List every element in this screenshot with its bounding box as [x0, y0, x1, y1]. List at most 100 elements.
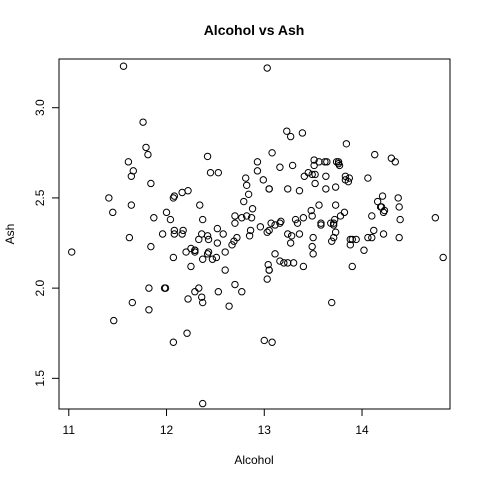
scatter-point	[308, 242, 316, 251]
scatter-point	[240, 197, 248, 206]
x-axis: 11 12 13 14	[63, 408, 369, 437]
scatter-point	[198, 215, 207, 224]
scatter-point	[169, 338, 178, 346]
scatter-point	[271, 221, 279, 229]
scatter-point	[315, 158, 323, 166]
scatter-point	[203, 152, 212, 161]
scatter-point	[170, 192, 179, 200]
scatter-point	[198, 255, 207, 263]
scatter-point	[317, 219, 325, 227]
scatter-point	[162, 208, 171, 217]
scatter-point	[291, 215, 300, 224]
scatter-point	[253, 158, 262, 166]
scatter-point	[371, 150, 379, 159]
scatter-point	[342, 140, 351, 148]
scatter-point	[231, 280, 239, 289]
scatter-point	[238, 214, 246, 222]
scatter-point	[277, 217, 285, 226]
scatter-point	[213, 239, 222, 247]
scatter-point	[242, 181, 251, 189]
scatter-point	[380, 206, 389, 215]
scatter-point	[195, 284, 203, 292]
scatter-point	[179, 226, 187, 235]
scatter-point	[328, 298, 336, 307]
x-tick-label: 12	[160, 423, 174, 437]
scatter-point	[308, 170, 316, 179]
y-tick-label: 2.0	[33, 279, 47, 296]
scatter-point	[329, 221, 338, 229]
scatter-point	[129, 167, 137, 175]
scatter-point	[204, 248, 213, 256]
scatter-point	[198, 298, 207, 307]
scatter-point	[145, 306, 153, 314]
scatter-point	[184, 295, 192, 303]
scatter-point	[311, 170, 319, 179]
scatter-point	[310, 161, 318, 170]
scatter-point	[231, 212, 239, 220]
scatter-point	[150, 214, 158, 222]
y-tick-label: 1.5	[33, 370, 47, 387]
scatter-point	[309, 250, 317, 258]
scatter-point	[322, 185, 330, 193]
scatter-point	[267, 219, 275, 227]
x-axis-label: Alcohol	[234, 453, 273, 467]
scatter-point	[161, 284, 170, 292]
scatter-point	[364, 233, 372, 242]
scatter-point	[439, 253, 447, 262]
data-points	[68, 62, 447, 408]
scatter-point	[219, 230, 227, 238]
scatter-point	[170, 230, 179, 238]
scatter-point	[286, 132, 295, 141]
scatter-point	[110, 316, 118, 325]
scatter-point	[311, 179, 319, 188]
scatter-point	[144, 150, 152, 159]
scatter-point	[283, 127, 291, 135]
scatter-point	[344, 177, 353, 186]
scatter-point	[387, 154, 396, 162]
scatter-point	[336, 212, 345, 220]
scatter-point	[395, 233, 403, 242]
scatter-point	[214, 168, 223, 177]
scatter-point	[315, 201, 323, 209]
scatter-point	[260, 336, 268, 345]
scatter-point	[368, 212, 376, 220]
scatter-point	[139, 118, 147, 126]
scatter-point	[307, 206, 315, 215]
scatter-point	[310, 156, 318, 164]
scatter-point	[284, 185, 292, 193]
scatter-point	[212, 253, 221, 262]
scatter-point	[379, 230, 388, 238]
scatter-point	[348, 235, 356, 244]
scatter-point	[288, 161, 297, 170]
y-axis: 1.5 2.0 2.5 3.0	[33, 99, 60, 387]
scatter-point	[331, 228, 340, 236]
scatter-point	[378, 192, 387, 200]
scatter-point	[169, 253, 178, 262]
scatter-point	[293, 219, 302, 227]
y-axis-label: Ash	[3, 224, 17, 245]
scatter-point	[221, 266, 229, 274]
scatter-point	[184, 187, 192, 195]
scatter-point	[68, 248, 76, 256]
scatter-point	[238, 288, 246, 296]
scatter-point	[259, 176, 267, 184]
scatter-point	[142, 143, 150, 152]
scatter-point	[187, 262, 195, 271]
scatter-point	[331, 183, 340, 191]
scatter-point	[119, 62, 128, 70]
scatter-point	[170, 226, 179, 235]
scatter-point	[105, 194, 113, 202]
scatter-point	[335, 161, 344, 170]
scatter-point	[225, 302, 233, 310]
scatter-point	[158, 230, 167, 238]
x-tick-label: 14	[355, 423, 369, 437]
scatter-point	[299, 262, 308, 271]
plot-area	[58, 58, 451, 410]
scatter-point	[268, 338, 276, 346]
scatter-point	[187, 244, 195, 253]
scatter-point	[125, 233, 134, 242]
scatter-point	[231, 219, 239, 227]
x-tick-label: 11	[63, 423, 76, 437]
scatter-point	[247, 214, 256, 222]
scatter-point	[299, 214, 308, 222]
